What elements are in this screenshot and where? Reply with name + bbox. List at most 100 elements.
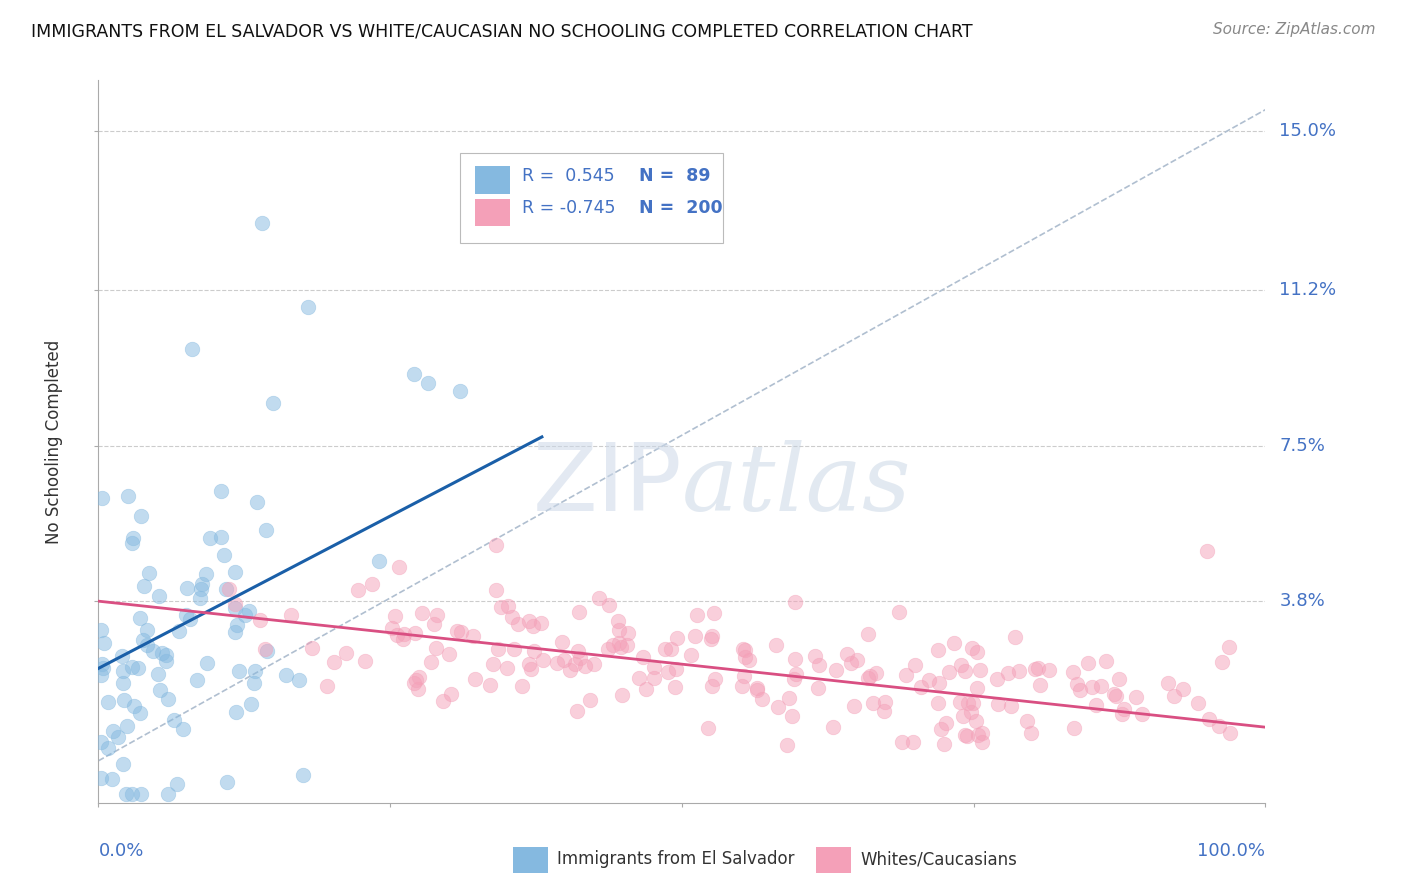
Point: [180, 342, 202, 356]
Point: [634, 681, 657, 696]
Point: [952, 709, 974, 723]
Point: [1208, 719, 1230, 733]
Point: [598, 599, 620, 613]
FancyBboxPatch shape: [475, 199, 510, 227]
Point: [135, 623, 157, 637]
Point: [574, 658, 596, 673]
Point: [215, 582, 238, 596]
Point: [166, 777, 188, 791]
FancyBboxPatch shape: [475, 166, 510, 194]
Point: [579, 693, 602, 707]
Point: [212, 548, 235, 562]
Point: [910, 680, 932, 694]
Point: [1114, 702, 1136, 716]
Point: [929, 722, 952, 736]
Point: [132, 633, 155, 648]
Point: [243, 664, 266, 678]
Text: No Schooling Completed: No Schooling Completed: [45, 340, 63, 543]
Point: [190, 582, 212, 596]
Point: [150, 646, 173, 660]
Point: [807, 658, 830, 673]
Point: [186, 673, 208, 688]
Point: [657, 665, 679, 679]
Point: [426, 608, 449, 623]
Point: [583, 657, 606, 671]
Point: [901, 735, 924, 749]
Point: [354, 654, 377, 668]
Point: [904, 657, 927, 672]
Point: [254, 523, 277, 537]
Point: [176, 581, 198, 595]
Point: [821, 720, 844, 734]
Text: N =  200: N = 200: [638, 199, 723, 217]
Point: [935, 715, 957, 730]
Point: [942, 635, 965, 649]
Text: N =  89: N = 89: [638, 167, 710, 185]
Point: [1171, 681, 1194, 696]
Point: [90, 624, 112, 638]
Point: [411, 607, 433, 621]
Point: [955, 728, 977, 742]
Point: [501, 610, 523, 624]
Point: [1024, 662, 1046, 676]
Point: [1008, 664, 1031, 678]
Point: [239, 697, 262, 711]
Point: [962, 696, 984, 710]
Point: [987, 697, 1010, 711]
Point: [111, 757, 134, 772]
Point: [485, 583, 508, 598]
Point: [960, 705, 983, 719]
Point: [558, 664, 581, 678]
Point: [138, 566, 160, 581]
Text: R =  0.545: R = 0.545: [522, 167, 614, 185]
Point: [335, 646, 357, 660]
Point: [155, 648, 177, 662]
Point: [450, 625, 472, 640]
Point: [96, 741, 118, 756]
Point: [1195, 543, 1218, 558]
Point: [783, 652, 806, 666]
Point: [731, 679, 754, 693]
Point: [1026, 660, 1049, 674]
Point: [249, 613, 271, 627]
Point: [347, 583, 370, 598]
Point: [856, 671, 879, 685]
Point: [949, 696, 972, 710]
Point: [1062, 665, 1084, 679]
Point: [1015, 714, 1038, 728]
Point: [416, 376, 439, 391]
Text: R = -0.745: R = -0.745: [522, 199, 616, 217]
Point: [489, 599, 512, 614]
Point: [218, 582, 240, 596]
Point: [666, 631, 689, 645]
Text: 15.0%: 15.0%: [1279, 121, 1336, 140]
Point: [950, 658, 973, 673]
Point: [734, 643, 756, 657]
Point: [425, 640, 447, 655]
Point: [745, 683, 768, 698]
Point: [404, 625, 426, 640]
Point: [564, 657, 586, 671]
Point: [107, 730, 129, 744]
Point: [1219, 726, 1241, 740]
Point: [927, 696, 949, 710]
Point: [463, 629, 485, 643]
Point: [101, 772, 124, 786]
Point: [387, 628, 409, 642]
Point: [704, 672, 727, 686]
Point: [256, 644, 278, 658]
Point: [1104, 687, 1126, 701]
Point: [506, 617, 529, 632]
Point: [661, 642, 683, 657]
Point: [209, 530, 232, 544]
Point: [804, 649, 827, 664]
Point: [1163, 690, 1185, 704]
Point: [700, 680, 723, 694]
Point: [485, 538, 508, 552]
Text: Whites/Caucasians: Whites/Caucasians: [860, 850, 1018, 868]
Point: [91, 661, 114, 675]
Point: [841, 657, 863, 671]
Point: [391, 632, 413, 646]
Point: [702, 628, 724, 642]
Point: [972, 726, 994, 740]
